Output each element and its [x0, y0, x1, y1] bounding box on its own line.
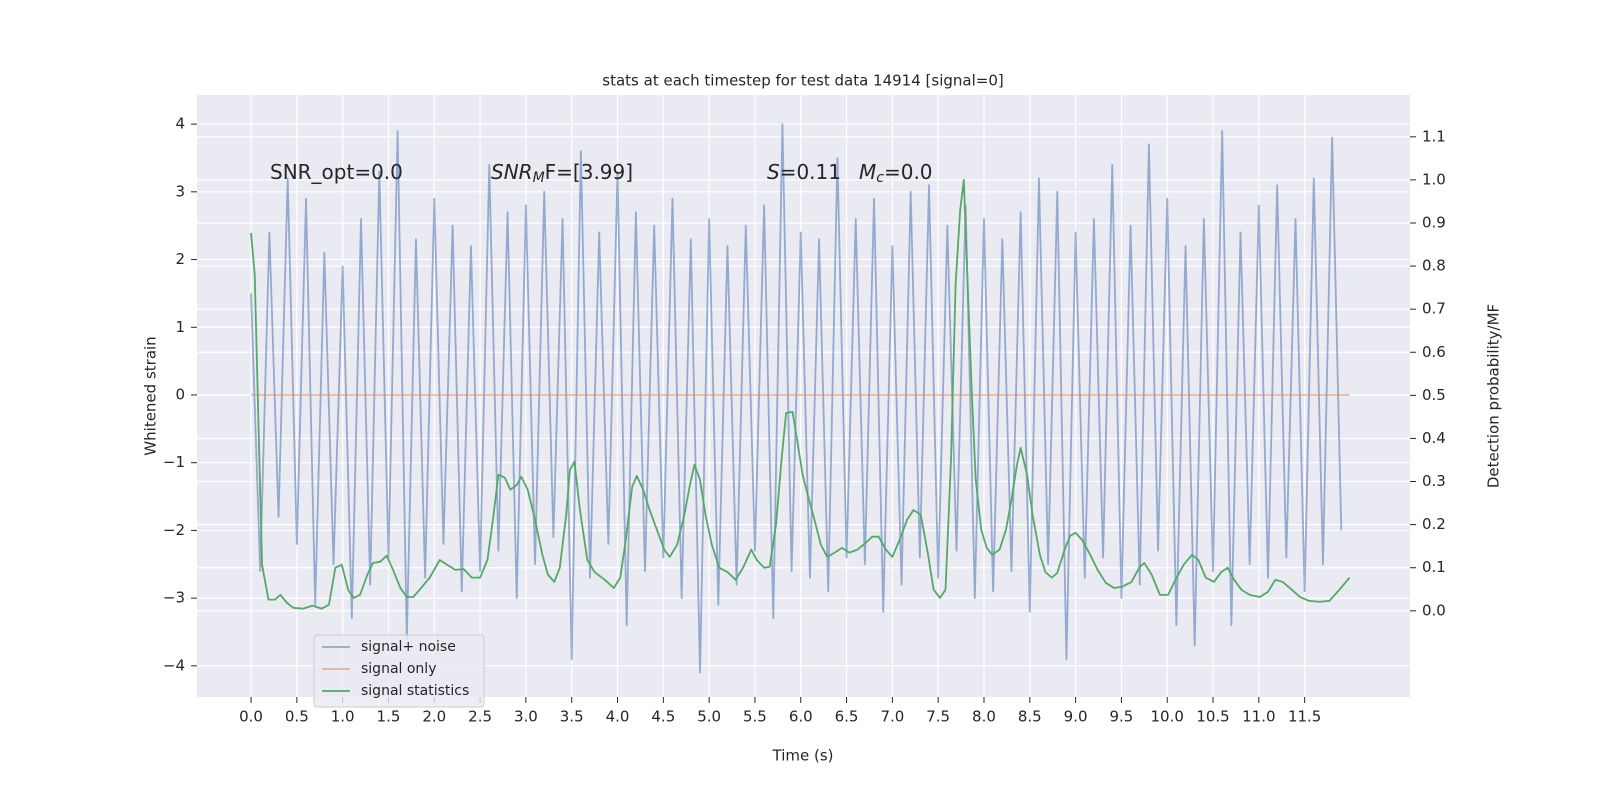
x-tick-label: 5.5 — [743, 708, 767, 726]
y-tick-label: 1 — [175, 318, 185, 336]
x-tick-label: 4.5 — [651, 708, 675, 726]
annotation-part: SNR — [491, 160, 533, 184]
x-tick-label: 10.0 — [1151, 708, 1184, 726]
x-tick-label: 0.5 — [285, 708, 309, 726]
y2-tick-label: 0.6 — [1422, 343, 1446, 361]
x-tick-label: 0.0 — [239, 708, 263, 726]
x-tick-label: 3.5 — [560, 708, 584, 726]
legend-label: signal only — [361, 661, 436, 677]
x-tick-label: 11.0 — [1242, 708, 1275, 726]
y2-tick-label: 1.1 — [1422, 127, 1446, 145]
x-tick-label: 9.0 — [1064, 708, 1088, 726]
y-tick-label: 3 — [175, 182, 185, 200]
y-axis-label: Whitened strain — [142, 336, 160, 455]
y-tick-label: 2 — [175, 250, 185, 268]
annotation-part: SNR_opt=0.0 — [270, 160, 403, 184]
y2-tick-label: 0.0 — [1422, 601, 1446, 619]
annotation-part: M — [859, 160, 876, 184]
x-tick-label: 4.0 — [606, 708, 630, 726]
y2-tick-label: 1.0 — [1422, 170, 1446, 188]
legend-box — [313, 634, 485, 708]
annotation-part: =0.0 — [884, 160, 933, 184]
y-tick-label: −2 — [163, 521, 185, 539]
annotation: Mc=0.0 — [859, 160, 933, 187]
series-line — [250, 123, 1343, 674]
x-tick-label: 2.0 — [422, 708, 446, 726]
x-tick-label: 1.5 — [377, 708, 401, 726]
y2-tick-label: 0.4 — [1422, 429, 1446, 447]
x-tick-label: 6.0 — [789, 708, 813, 726]
annotation-part: c — [876, 170, 884, 186]
annotation-part: M — [533, 170, 545, 186]
x-axis-label: Time (s) — [772, 747, 834, 765]
legend-label: signal statistics — [361, 683, 469, 699]
y2-tick-label: 0.7 — [1422, 300, 1446, 318]
y-tick-label: −1 — [163, 453, 185, 471]
y2-tick-label: 0.8 — [1422, 257, 1446, 275]
x-tick-label: 5.0 — [697, 708, 721, 726]
y-tick-label: 4 — [175, 115, 185, 133]
x-tick-label: 7.5 — [926, 708, 950, 726]
annotation-part: =0.11 — [780, 160, 841, 184]
annotation-part: S — [767, 160, 780, 184]
y2-axis-label: Detection probability/MF — [1485, 304, 1503, 488]
x-tick-label: 9.5 — [1109, 708, 1133, 726]
y-tick-label: −3 — [163, 589, 185, 607]
x-tick-label: 1.0 — [331, 708, 355, 726]
y2-tick-label: 0.2 — [1422, 515, 1446, 533]
x-tick-label: 7.0 — [880, 708, 904, 726]
x-tick-label: 8.5 — [1018, 708, 1042, 726]
x-tick-label: 11.5 — [1288, 708, 1321, 726]
x-tick-label: 8.0 — [972, 708, 996, 726]
chart-title: stats at each timestep for test data 149… — [602, 72, 1003, 90]
series-line — [250, 178, 1351, 610]
y2-tick-label: 0.5 — [1422, 386, 1446, 404]
x-tick-label: 6.5 — [835, 708, 859, 726]
y-tick-label: 0 — [175, 385, 185, 403]
y2-tick-label: 0.3 — [1422, 472, 1446, 490]
x-tick-label: 2.5 — [468, 708, 492, 726]
legend-label: signal+ noise — [361, 639, 456, 655]
annotation: SNR_opt=0.0 — [270, 160, 403, 184]
x-tick-label: 3.0 — [514, 708, 538, 726]
y2-tick-label: 0.9 — [1422, 213, 1446, 231]
annotation-part: F=[3.99] — [545, 160, 633, 184]
x-tick-label: 10.5 — [1196, 708, 1229, 726]
annotation: SNRMF=[3.99] — [491, 160, 633, 187]
y2-tick-label: 0.1 — [1422, 558, 1446, 576]
y-tick-label: −4 — [163, 656, 185, 674]
annotation: S=0.11 — [767, 160, 841, 184]
